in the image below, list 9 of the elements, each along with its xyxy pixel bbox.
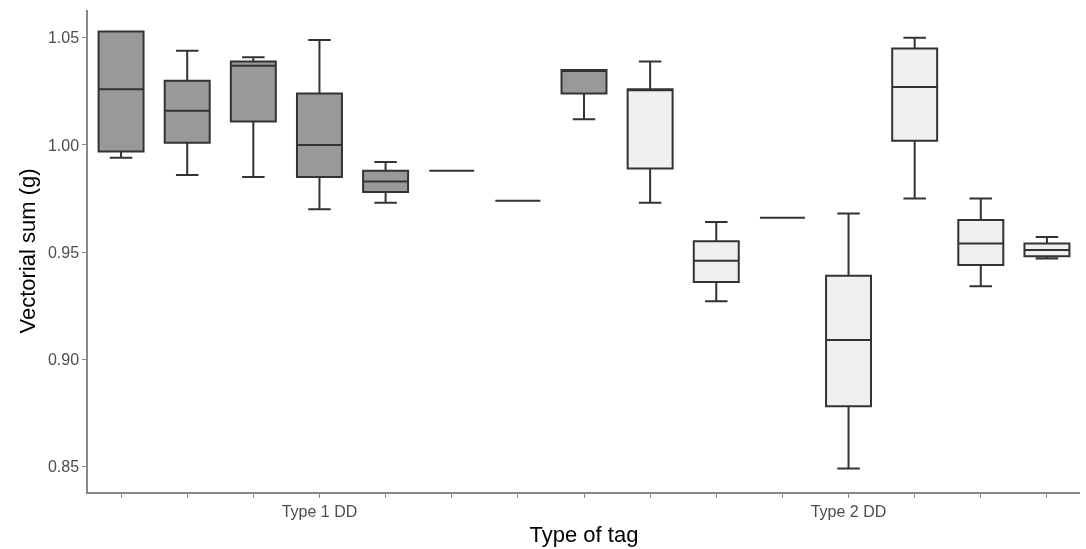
y-axis-title: Vectorial sum (g) xyxy=(15,168,41,334)
x-axis-title: Type of tag xyxy=(529,522,639,548)
y-tick-label: 0.95 xyxy=(47,243,80,261)
y-tick-label: 1.00 xyxy=(47,136,80,154)
y-tick-label: 1.05 xyxy=(47,29,80,47)
y-tick-label: 0.90 xyxy=(47,350,80,368)
x-tick-label: Type 1 DD xyxy=(281,502,358,520)
x-tick-label: Type 2 DD xyxy=(810,502,887,520)
y-tick-label: 0.85 xyxy=(47,457,80,475)
